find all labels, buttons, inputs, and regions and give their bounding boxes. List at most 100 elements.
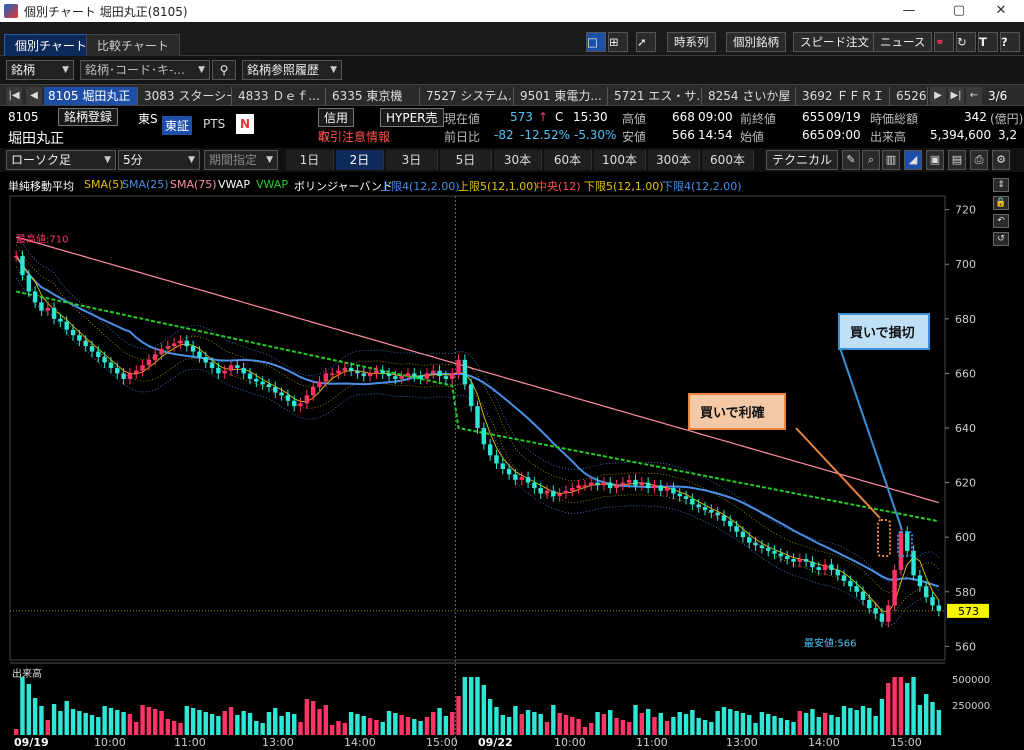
minimize-button[interactable]: — (902, 3, 916, 18)
area-chart-icon[interactable]: ◢ (904, 150, 922, 170)
pts-button[interactable]: PTS (203, 117, 226, 131)
low-label: 安値 (622, 130, 647, 144)
chevron-down-icon: ▼ (104, 155, 111, 165)
volume-bar (487, 699, 493, 735)
stock-tab[interactable]: 4833 Ｄｅｆ... (234, 87, 326, 105)
stock-tab[interactable]: 6526 (892, 87, 928, 105)
reset-icon[interactable]: ↺ (993, 232, 1009, 246)
volume-bar (772, 716, 777, 735)
main-toolbar: 個別チャート 比較チャート □ ⊞ ➚ 時系列 個別銘柄 スピード注文 ニュース… (0, 22, 1024, 56)
draw-line-icon[interactable]: ➚ (636, 32, 656, 52)
candle (380, 370, 385, 374)
stock-tab[interactable]: 3692 ＦＦＲＩ (798, 87, 890, 105)
chart-type-select[interactable]: ローソク足 ▼ (6, 150, 116, 170)
candle (525, 477, 531, 483)
history-select[interactable]: 銘柄参照履歴 ▼ (242, 60, 342, 80)
last-icon[interactable]: ▶| (948, 87, 964, 105)
refresh-icon[interactable]: ↻ (956, 32, 976, 52)
volume-bar (310, 701, 316, 735)
tse-button[interactable]: 東証 (162, 116, 193, 135)
period-1day[interactable]: 1日 (286, 150, 334, 170)
back-icon[interactable]: ← (966, 87, 982, 105)
period-100bars[interactable]: 100本 (594, 150, 646, 170)
stock-tab[interactable]: 9501 東電力... (516, 87, 608, 105)
prev-diff-label: 前日比 (444, 130, 481, 144)
candle (601, 482, 607, 486)
quote-panel: 8105 銘柄登録 東S 堀田丸正 東証 PTS N 信用 HYPER売 ⚠ 取引… (0, 106, 1024, 147)
candle (595, 482, 600, 486)
single-layout-icon[interactable]: □ (586, 32, 606, 52)
interval-select[interactable]: 5分 ▼ (118, 150, 200, 170)
stock-detail-button[interactable]: 個別銘柄 (726, 32, 786, 52)
next-icon[interactable]: ▶ (930, 87, 946, 105)
credit-button[interactable]: 信用 (318, 108, 355, 127)
register-button[interactable]: 銘柄登録 (58, 108, 119, 126)
news-button[interactable]: ニュース (873, 32, 933, 52)
price-chart[interactable]: 720 700 680 660 640 620 600 580 560 573 最高値:710 最安値… (0, 194, 1024, 750)
candle (753, 542, 758, 546)
period-3day[interactable]: 3日 (386, 150, 438, 170)
candle (551, 490, 556, 497)
search-type-select[interactable]: 銘柄 ▼ (6, 60, 74, 80)
y-tick-label: 680 (955, 313, 976, 326)
candle (456, 359, 461, 374)
undo-icon[interactable]: ↶ (993, 214, 1009, 228)
print-icon[interactable]: ⎙ (970, 150, 988, 170)
search-icon[interactable]: ⚲ (212, 60, 236, 80)
prev-icon[interactable]: ◀ (26, 87, 42, 105)
tab-individual-chart[interactable]: 個別チャート (4, 34, 98, 56)
period-30bars[interactable]: 30本 (494, 150, 542, 170)
technical-button[interactable]: テクニカル (766, 150, 838, 170)
time-series-button[interactable]: 時系列 (667, 32, 716, 52)
candle (639, 482, 645, 486)
volume-bar (367, 718, 373, 735)
volume-bar (664, 721, 670, 735)
stock-tab[interactable]: 7527 システム... (422, 87, 514, 105)
period-300bars[interactable]: 300本 (648, 150, 700, 170)
up-arrow-icon: ↑ (538, 110, 549, 124)
folder-icon[interactable]: ▤ (948, 150, 966, 170)
fit-icon[interactable]: ⇕ (993, 178, 1009, 192)
indicator-label: VWAP (218, 178, 250, 191)
stock-tab[interactable]: 6335 東京機 (328, 87, 420, 105)
lock-icon[interactable]: 🔒 (993, 196, 1009, 210)
pen-icon[interactable]: ✎ (842, 150, 860, 170)
candle (879, 613, 885, 622)
hyper-sell-button[interactable]: HYPER売 (380, 108, 444, 127)
candle (462, 359, 468, 385)
speed-order-button[interactable]: スピード注文 (793, 32, 876, 52)
stock-tab[interactable]: 3083 スターシーズ (140, 87, 232, 105)
text-size-icon[interactable]: T (978, 32, 998, 52)
candle (13, 256, 19, 258)
volume-bar (121, 712, 126, 735)
period-5day[interactable]: 5日 (440, 150, 492, 170)
tab-compare-chart[interactable]: 比較チャート (86, 34, 180, 56)
save-icon[interactable]: ▣ (926, 150, 944, 170)
help-icon[interactable]: ? (1000, 32, 1020, 52)
search-input[interactable]: 銘柄･コード･キ-... ▼ (80, 60, 210, 80)
stock-tab[interactable]: 8254 さいか屋 (704, 87, 796, 105)
volume-bar (348, 712, 354, 735)
candle (399, 376, 404, 379)
period-600bars[interactable]: 600本 (702, 150, 754, 170)
prev-close-date: 09/19 (826, 110, 861, 124)
first-icon[interactable]: |◀ (6, 87, 22, 105)
grid-layout-icon[interactable]: ⊞ (608, 32, 628, 52)
close-button[interactable]: ✕ (995, 3, 1007, 18)
candle (494, 455, 499, 464)
stock-tab[interactable]: 5721 エス・サ... (610, 87, 702, 105)
stop-loss-annotation: 買いで損切 (838, 313, 930, 350)
period-2day[interactable]: 2日 (336, 150, 384, 170)
notice-icon[interactable]: N (236, 114, 254, 134)
zoom-icon[interactable]: ⌕ (862, 150, 880, 170)
candle (848, 580, 853, 587)
candle (892, 569, 897, 606)
link-icon[interactable]: ⚭ (934, 32, 954, 52)
volume-toggle-icon[interactable]: ▥ (882, 150, 900, 170)
settings-icon[interactable]: ⚙ (992, 150, 1010, 170)
period-select[interactable]: 期間指定 ▼ (204, 150, 278, 170)
volume-bar (468, 677, 474, 735)
maximize-button[interactable]: ▢ (952, 3, 966, 18)
stock-tab[interactable]: 8105 堀田丸正 (44, 87, 138, 105)
period-60bars[interactable]: 60本 (544, 150, 592, 170)
